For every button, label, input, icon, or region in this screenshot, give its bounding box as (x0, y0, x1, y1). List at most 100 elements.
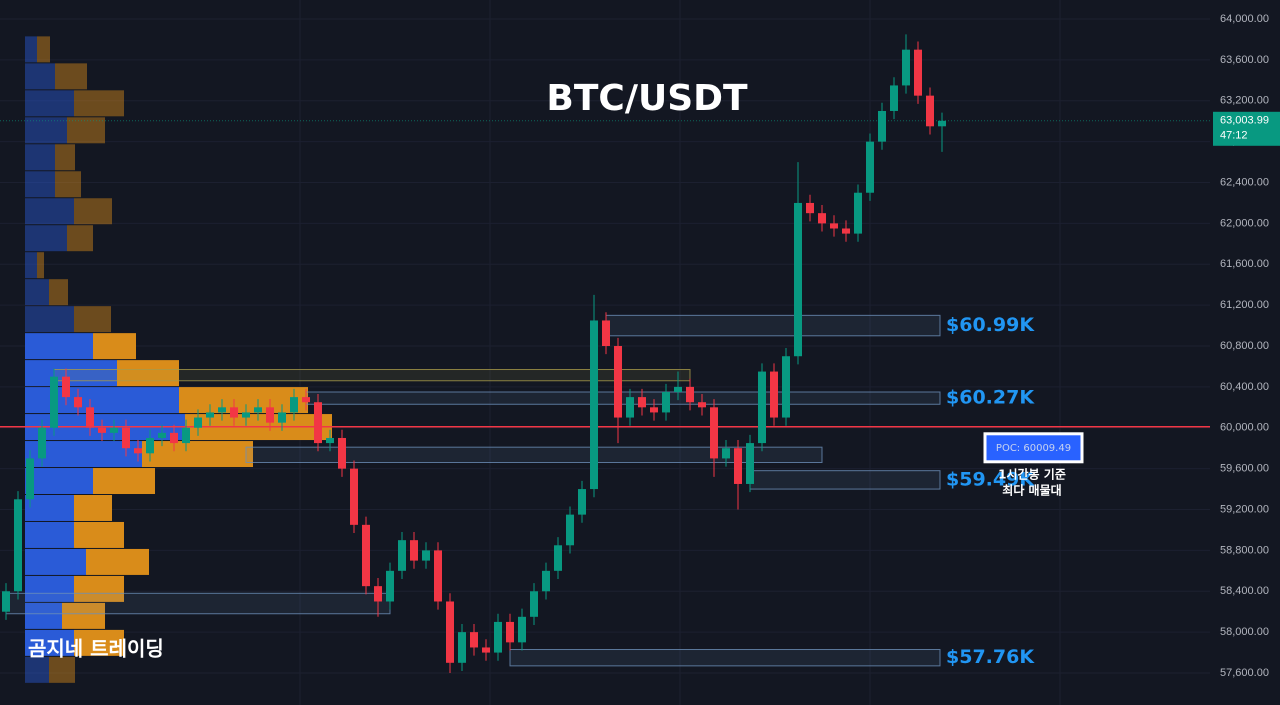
profile-buy (25, 468, 93, 495)
profile-buy (25, 171, 55, 198)
candle-body (542, 570, 550, 592)
candle-body (638, 397, 646, 408)
profile-buy (25, 656, 49, 683)
y-tick-label: 63,200.00 (1220, 95, 1269, 107)
candle-body (410, 540, 418, 561)
candle-body (350, 468, 358, 525)
candle-body (230, 407, 238, 418)
candle-body (194, 417, 202, 428)
candle-body (602, 320, 610, 347)
profile-sell (93, 333, 136, 360)
candle-body (362, 524, 370, 587)
candle-body (578, 489, 586, 515)
candle-body (398, 540, 406, 571)
candle-body (890, 85, 898, 111)
candle-body (146, 437, 154, 454)
candle-body (866, 141, 874, 193)
profile-sell (142, 441, 253, 468)
candle-body (326, 437, 334, 444)
profile-buy (25, 333, 93, 360)
profile-sell (74, 575, 124, 602)
profile-buy (25, 360, 117, 387)
y-tick-label: 59,600.00 (1220, 463, 1269, 475)
candle-body (206, 412, 214, 418)
candle-body (818, 213, 826, 224)
candle-body (98, 427, 106, 433)
candle-body (62, 376, 70, 398)
candle-body (674, 386, 682, 392)
poc-label: POC: 60009.49 (996, 443, 1071, 454)
candle-body (38, 427, 46, 459)
y-tick-label: 64,000.00 (1220, 13, 1269, 25)
profile-buy (25, 495, 74, 521)
candle-body (734, 448, 742, 484)
candle-body (902, 49, 910, 86)
y-tick-label: 58,000.00 (1220, 626, 1269, 638)
profile-sell (67, 225, 93, 252)
y-tick-label: 62,400.00 (1220, 176, 1269, 188)
candle-body (554, 545, 562, 571)
y-tick-label: 61,200.00 (1220, 299, 1269, 311)
candle-body (2, 591, 10, 612)
candle-body (698, 402, 706, 408)
candle-body (686, 386, 694, 403)
y-tick-label: 58,800.00 (1220, 544, 1269, 556)
profile-buy (25, 90, 74, 117)
profile-buy (25, 279, 49, 306)
y-tick-label: 57,600.00 (1220, 667, 1269, 679)
candle-body (110, 427, 118, 433)
zone (749, 470, 941, 490)
profile-buy (25, 117, 67, 144)
candle-body (86, 407, 94, 428)
candle-body (374, 586, 382, 602)
candle-body (506, 621, 514, 643)
candle-body (626, 397, 634, 418)
profile-sell (74, 521, 124, 548)
candle-body (182, 427, 190, 444)
candle-body (254, 407, 262, 413)
price-tag-label: 63,003.99 (1220, 115, 1269, 127)
candle-body (794, 202, 802, 357)
profile-buy (25, 387, 179, 414)
profile-sell (74, 90, 124, 117)
candle-body (158, 432, 166, 438)
profile-sell (74, 306, 111, 333)
candle-body (122, 427, 130, 449)
candle-body (494, 621, 502, 653)
profile-buy (25, 602, 62, 629)
y-tick-label: 59,200.00 (1220, 503, 1269, 515)
profile-sell (74, 495, 112, 521)
profile-sell (179, 387, 308, 414)
candle-body (722, 448, 730, 459)
candle-body (650, 407, 658, 413)
candle-body (470, 632, 478, 648)
profile-buy (25, 198, 74, 225)
candle-body (770, 371, 778, 418)
zone-label: $57.76K (946, 646, 1035, 668)
candle-body (710, 407, 718, 459)
profile-sell (74, 629, 124, 656)
candle-body (26, 458, 34, 500)
zone (245, 446, 823, 464)
watermark: 곰지네 트레이딩 (28, 637, 164, 661)
candle-body (218, 407, 226, 413)
candle-body (302, 397, 310, 403)
candle-body (530, 591, 538, 617)
y-tick-label: 60,400.00 (1220, 381, 1269, 393)
poc-box (983, 432, 1084, 464)
profile-sell (37, 252, 44, 279)
countdown: 47:12 (1220, 130, 1248, 142)
plot: 64,000.0063,600.0063,200.0062,800.0062,4… (0, 13, 1280, 683)
zone (5, 592, 391, 615)
candle-body (134, 448, 142, 454)
zone-label: $60.99K (946, 314, 1035, 336)
profile-buy (25, 225, 67, 252)
grid (299, 0, 1061, 705)
candle-body (782, 356, 790, 418)
candle-body (50, 376, 58, 428)
profile-sell (37, 36, 50, 63)
profile-sell (117, 360, 179, 387)
profile-sell (67, 117, 105, 144)
poc-note: 최다 매물대 (1002, 482, 1061, 497)
candle-body (878, 110, 886, 142)
